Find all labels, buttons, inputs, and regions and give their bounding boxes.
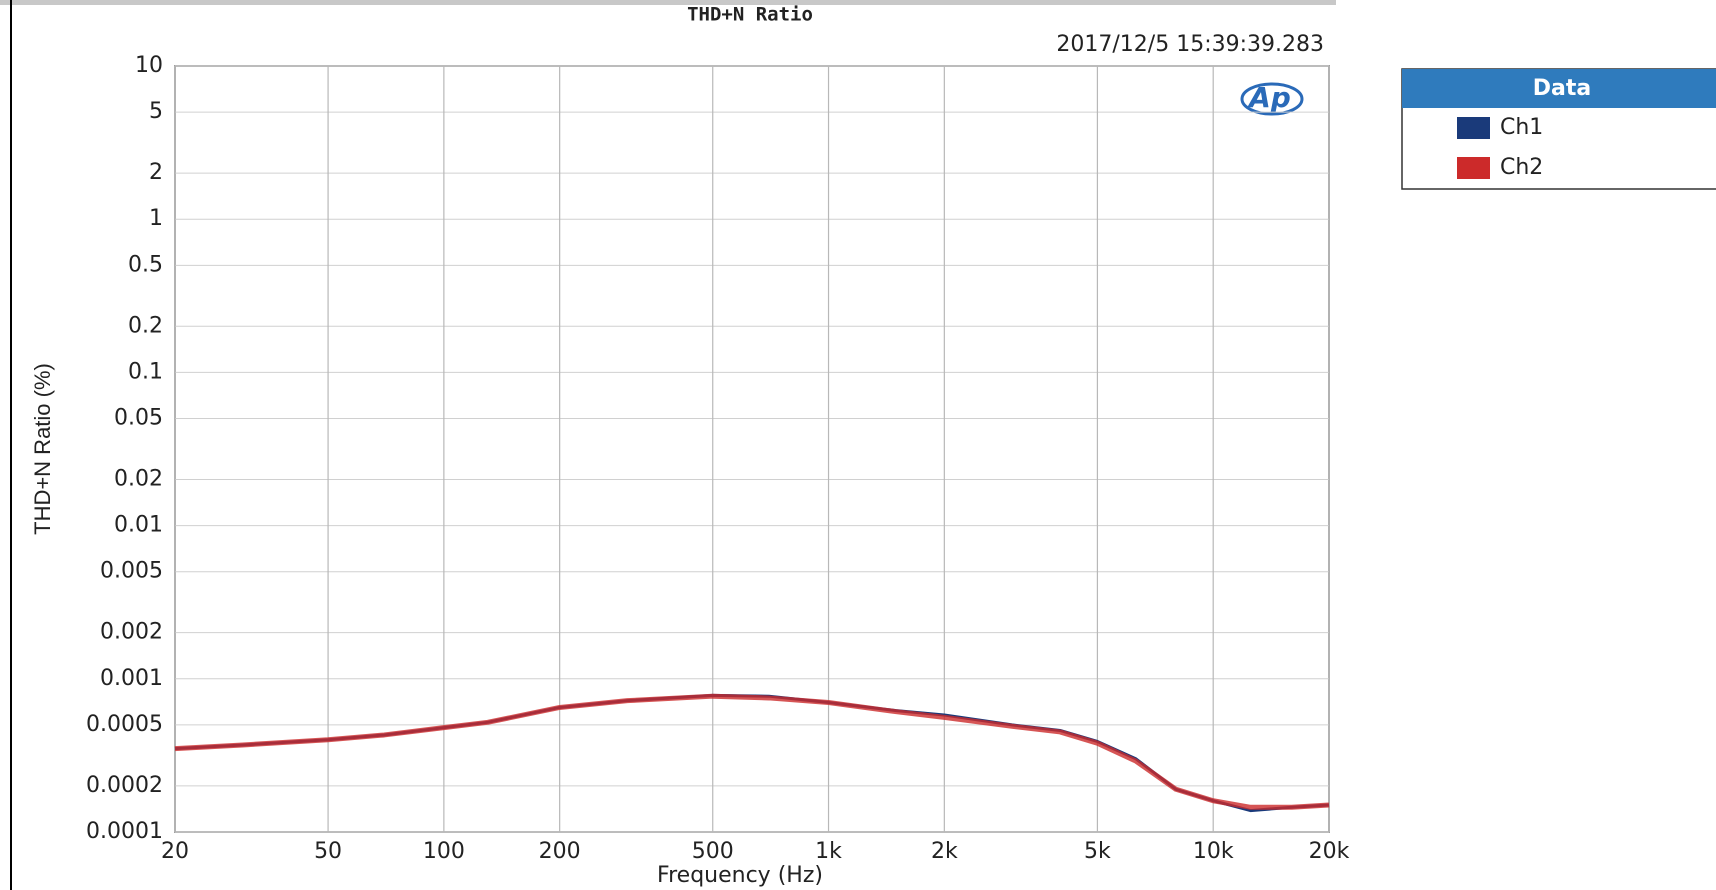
- legend-title: Data: [1533, 76, 1591, 101]
- y-tick-label: 0.0002: [86, 773, 163, 798]
- y-tick-label: 0.001: [100, 666, 163, 691]
- x-tick-label: 100: [423, 839, 465, 864]
- y-tick-label: 5: [149, 99, 163, 124]
- y-tick-label: 0.0001: [86, 819, 163, 844]
- y-tick-label: 0.01: [114, 513, 163, 538]
- y-tick-label: 0.2: [128, 313, 163, 338]
- y-tick-label: 0.02: [114, 466, 163, 491]
- series-line: [174, 693, 1330, 810]
- x-tick-label: 10k: [1193, 839, 1234, 864]
- x-tick-label: 20: [161, 839, 189, 864]
- plot-frame: [174, 65, 1330, 833]
- y-tick-label: 1: [149, 206, 163, 231]
- x-tick-label: 2k: [931, 839, 958, 864]
- legend-swatch: [1457, 157, 1490, 179]
- y-tick-label: 0.002: [100, 620, 163, 645]
- timestamp: 2017/12/5 15:39:39.283: [1056, 32, 1324, 57]
- x-tick-label: 200: [539, 839, 581, 864]
- legend-label: Ch1: [1500, 115, 1543, 140]
- x-tick-label: 5k: [1084, 839, 1111, 864]
- x-tick-label: 50: [314, 839, 342, 864]
- y-tick-label: 0.005: [100, 559, 163, 584]
- y-tick-label: 0.5: [128, 252, 163, 277]
- y-axis-label: THD+N Ratio (%): [30, 363, 55, 535]
- legend-header: [1402, 69, 1716, 108]
- y-tick-label: 10: [135, 53, 163, 78]
- y-tick-label: 2: [149, 160, 163, 185]
- legend-swatch: [1457, 117, 1490, 139]
- logo-ring: [1240, 82, 1304, 116]
- y-tick-label: 0.1: [128, 359, 163, 384]
- x-axis-label: Frequency (Hz): [657, 863, 823, 888]
- chart-title: THD+N Ratio: [687, 4, 813, 26]
- y-tick-label: 0.0005: [86, 712, 163, 737]
- x-tick-label: 500: [692, 839, 734, 864]
- legend-label: Ch2: [1500, 155, 1543, 180]
- x-tick-label: 1k: [815, 839, 842, 864]
- series-line: [174, 693, 1330, 813]
- top-bar: [0, 0, 1336, 5]
- x-tick-label: 20k: [1309, 839, 1350, 864]
- y-tick-label: 0.05: [114, 406, 163, 431]
